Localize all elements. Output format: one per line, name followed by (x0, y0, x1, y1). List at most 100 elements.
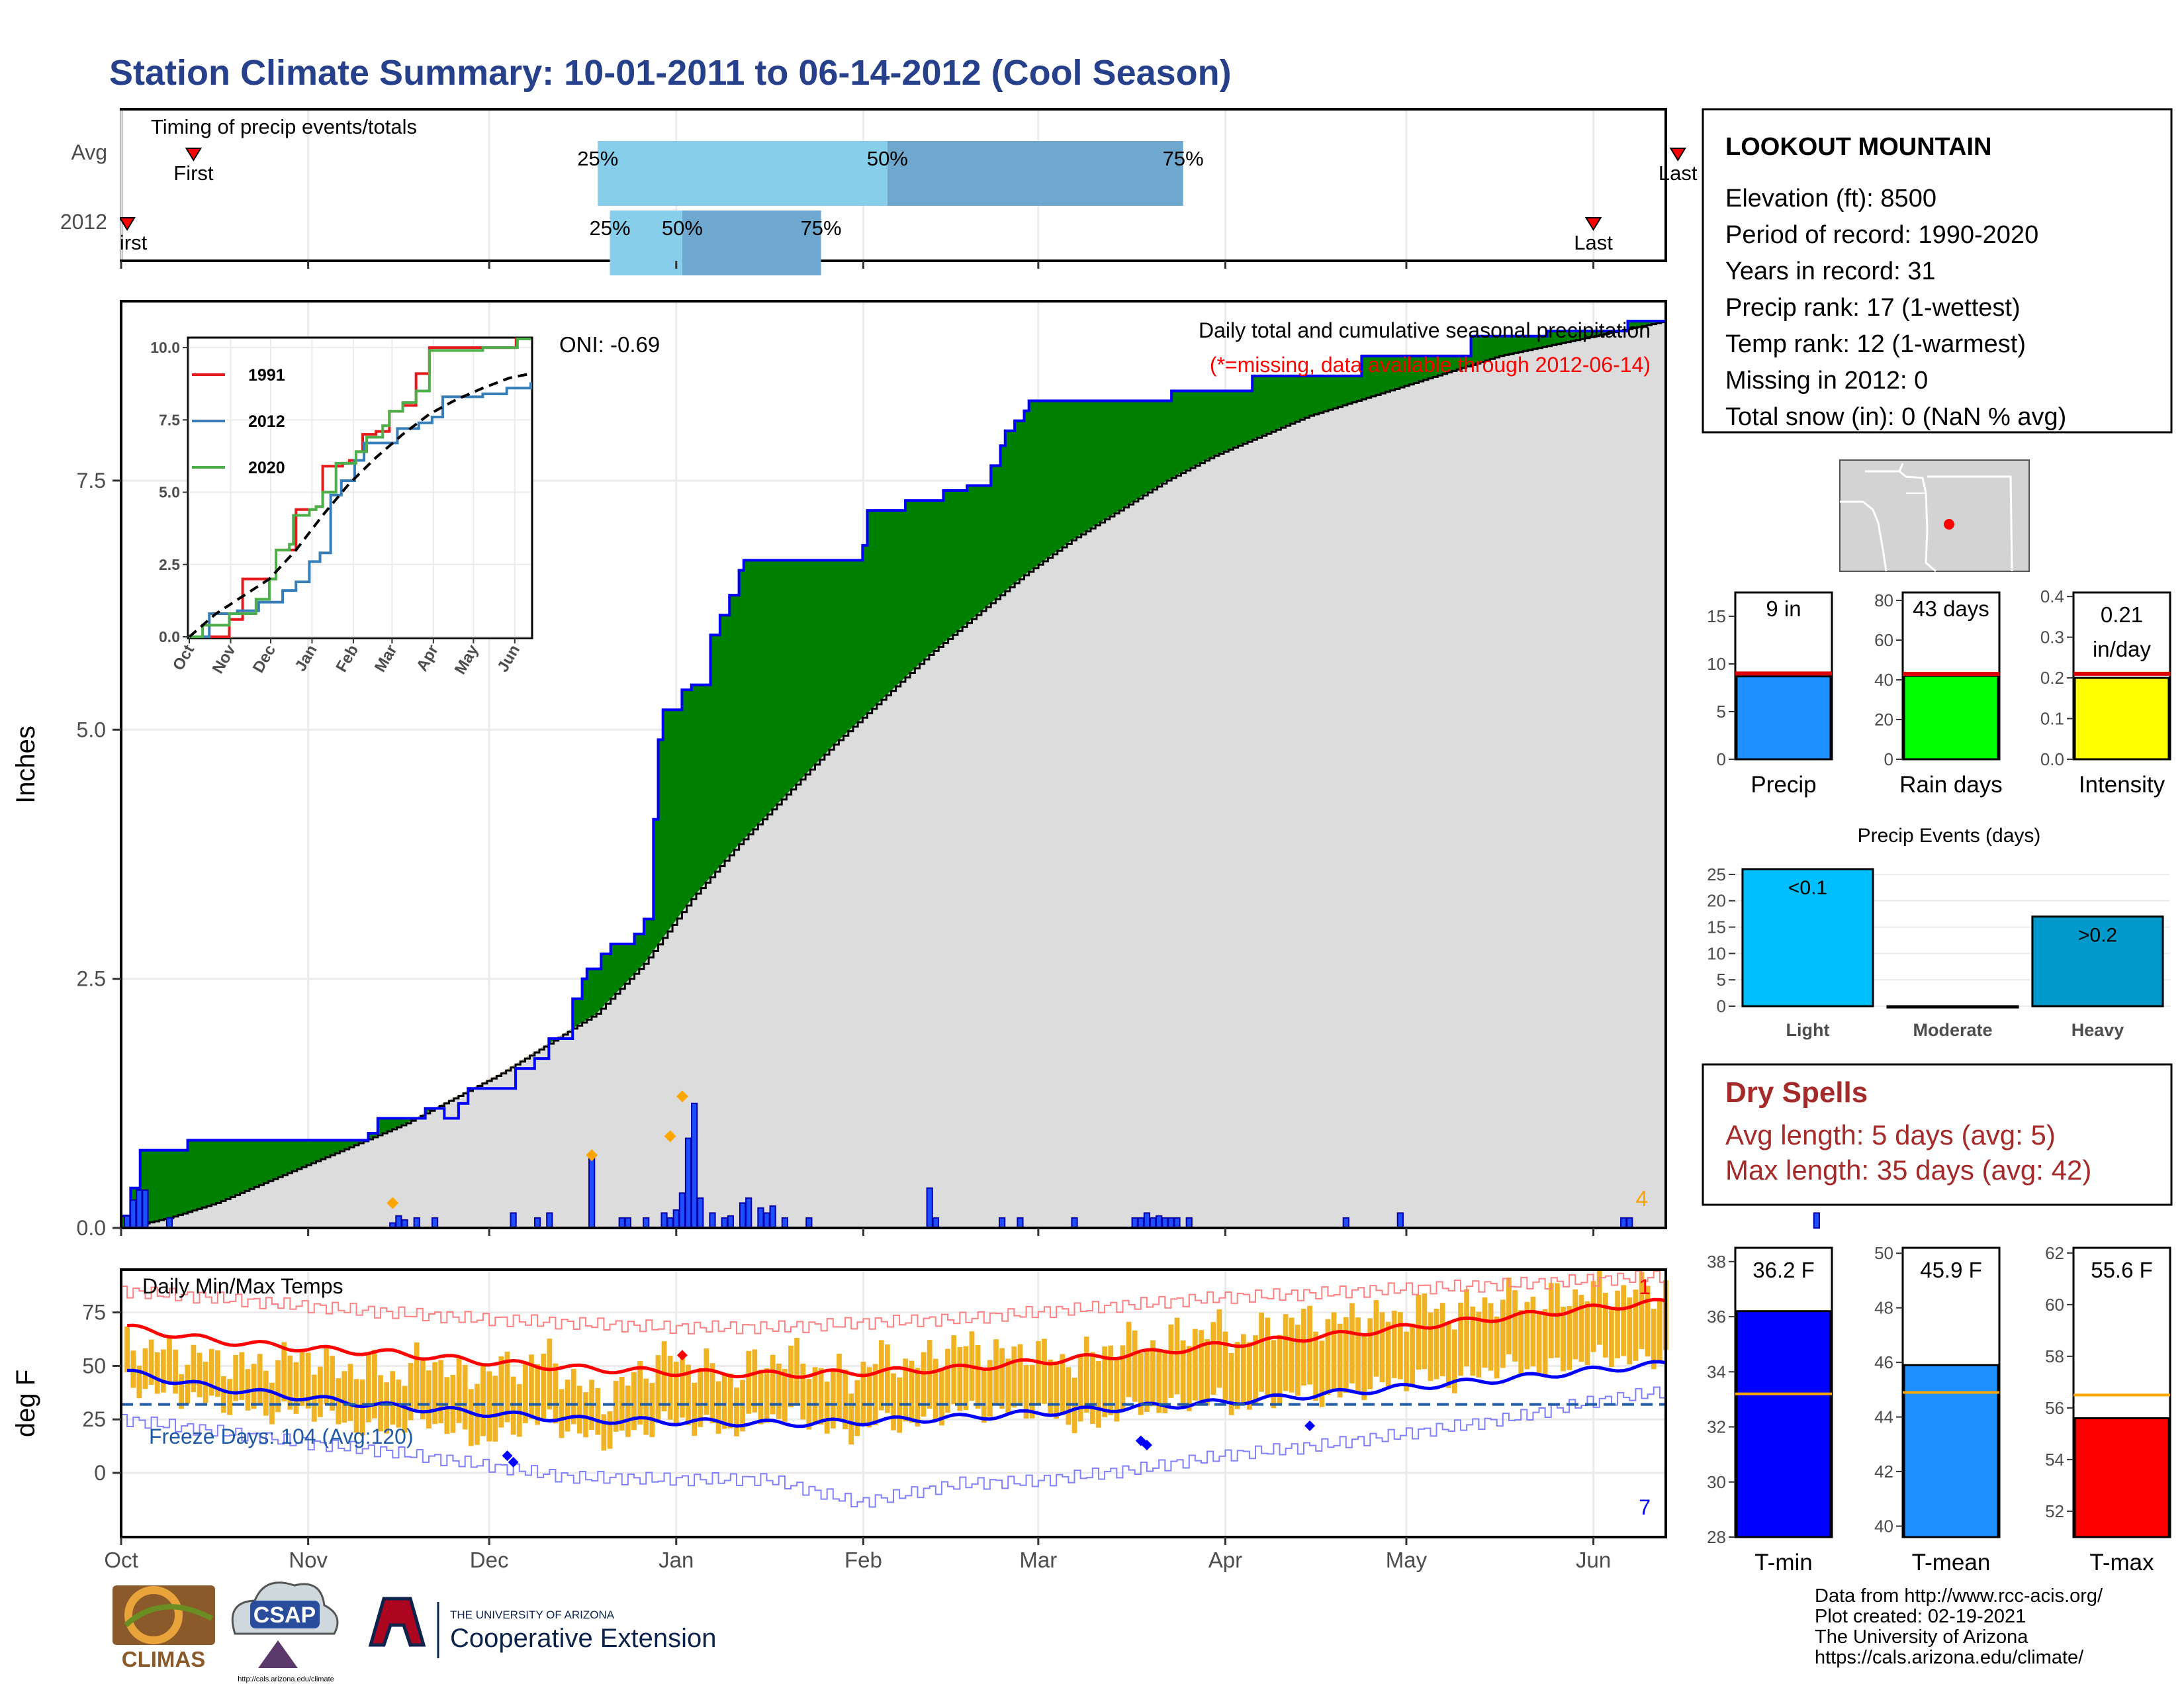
daily-precip-bar (643, 1217, 650, 1229)
precip-departure-area (772, 559, 778, 810)
daily-temp-bar (842, 1369, 848, 1430)
timing-bar-q25-q50 (610, 211, 682, 275)
daily-precip-bar (709, 1212, 716, 1229)
daily-temp-bar (698, 1368, 704, 1427)
daily-temp-bar (661, 1341, 667, 1412)
precip-departure-area (216, 1140, 222, 1204)
precip-departure-area (748, 559, 754, 835)
precip-departure-area (1285, 375, 1291, 426)
daily-precip-bar (666, 1217, 674, 1229)
temp-x-tick-label: Dec (470, 1548, 509, 1572)
precip-departure-area (1038, 400, 1044, 566)
daily-precip-bar (932, 1217, 939, 1229)
daily-temp-bar (1126, 1321, 1132, 1397)
avg-max-line (127, 1297, 1666, 1379)
precip-departure-area (1114, 400, 1120, 514)
main-y-tick-label: 0.0 (77, 1216, 106, 1240)
inset-legend-label: 2012 (248, 412, 285, 431)
daily-temp-bar (939, 1369, 944, 1426)
precip-departure-area (1123, 400, 1129, 508)
daily-temp-bar (1186, 1346, 1192, 1411)
daily-precip-bar (805, 1217, 813, 1229)
summary-category-label: T-max (2089, 1550, 2154, 1575)
daily-temp-bar (215, 1350, 220, 1397)
daily-temp-bar (136, 1366, 142, 1399)
precip-departure-area (201, 1140, 207, 1208)
daily-temp-bar (1283, 1314, 1289, 1391)
daily-temp-bar (1307, 1305, 1312, 1385)
precip-departure-area (985, 485, 991, 608)
precip-departure-area (277, 1140, 283, 1178)
temp-extreme-marker (1304, 1420, 1316, 1431)
precip-departure-area (852, 559, 858, 727)
daily-temp-bar (721, 1374, 727, 1429)
daily-temp-bar (1488, 1303, 1494, 1371)
precip-departure-area (1019, 420, 1024, 581)
temperature-panel: Daily Min/Max Temps Freeze Days: 104 (Av… (11, 1268, 1668, 1572)
daily-temp-bar (1633, 1289, 1639, 1361)
temp-x-tick-label: Nov (289, 1548, 328, 1572)
precip-departure-area (292, 1140, 298, 1172)
main-y-tick-label: 5.0 (77, 718, 106, 741)
precip-departure-area (315, 1140, 322, 1162)
daily-temp-bar (1162, 1350, 1168, 1413)
daily-temp-bar (1144, 1348, 1150, 1412)
footer-line: The University of Arizona (1815, 1626, 2028, 1648)
precip-departure-area (149, 1150, 155, 1223)
daily-temp-bar (1361, 1333, 1367, 1401)
summary-y-tick-label: 46 (1874, 1352, 1893, 1372)
csap-logo-text: CSAP (253, 1603, 316, 1628)
station-info: LOOKOUT MOUNTAIN Elevation (ft): 8500 Pe… (1702, 108, 2173, 434)
inset-series-line (189, 338, 531, 638)
daily-temp-bar (1301, 1309, 1306, 1386)
temps-top-corner: 1 (1639, 1275, 1651, 1299)
precip-departure-area (1009, 430, 1015, 588)
daily-temp-bar (347, 1364, 353, 1421)
precip-departure-area (924, 500, 930, 661)
precip-annotation-title: Daily total and cumulative seasonal prec… (1199, 318, 1651, 342)
daily-precip-bar (588, 1157, 596, 1229)
summary-y-tick-label: 0.4 (2040, 586, 2064, 606)
dry-spells-max: Max length: 35 days (avg: 42) (1725, 1154, 2091, 1186)
daily-temp-bar (951, 1335, 957, 1405)
daily-temp-bar (1319, 1340, 1325, 1407)
precip-annotation-missing: (*=missing, data available through 2012-… (1210, 353, 1651, 377)
precip-departure-area (919, 500, 925, 665)
daily-temp-bar (933, 1358, 938, 1420)
precip-departure-area (833, 559, 839, 746)
summary-category-label: T-min (1754, 1550, 1813, 1575)
timing-quantile-label: 50% (662, 216, 703, 240)
precip-departure-area (1266, 375, 1272, 434)
inset-avg-line (188, 372, 531, 638)
daily-temp-bar (1083, 1336, 1089, 1413)
daily-temp-bar (830, 1371, 836, 1429)
precip-departure-area (1157, 400, 1163, 487)
daily-precip-bar (781, 1217, 788, 1229)
temps-y-axis-label: deg F (11, 1370, 40, 1437)
precip-departure-area (154, 1150, 159, 1222)
daily-temp-bar (148, 1339, 154, 1385)
precip-departure-area (615, 943, 621, 995)
daily-temp-bar (1023, 1365, 1029, 1419)
precip-departure-area (306, 1140, 312, 1166)
daily-temp-bar (208, 1348, 214, 1396)
daily-temp-bar (1645, 1286, 1651, 1357)
summary-category-label: T-mean (1912, 1550, 1991, 1575)
daily-temp-bar (1391, 1310, 1397, 1378)
dry-spells-title: Dry Spells (1725, 1076, 1868, 1109)
summary-y-tick-label: 34 (1707, 1362, 1726, 1382)
precip-departure-area (705, 684, 711, 884)
temps-bottom-corner: 7 (1639, 1495, 1651, 1519)
precip-y-axis-label: Inches (11, 726, 40, 804)
inset-y-tick-label: 5.0 (159, 484, 180, 501)
tmean-value-label: 45.9 F (1920, 1258, 1982, 1282)
timing-row-label-2012: 2012 (60, 210, 107, 234)
precip-departure-area (206, 1140, 212, 1207)
daily-precip-bar (1185, 1217, 1193, 1229)
daily-temp-bar (987, 1360, 993, 1417)
summary-y-tick-label: 36 (1707, 1307, 1726, 1327)
daily-precip-bar (926, 1187, 933, 1229)
daily-temp-bar (709, 1363, 715, 1424)
daily-precip-bar (142, 1189, 149, 1229)
